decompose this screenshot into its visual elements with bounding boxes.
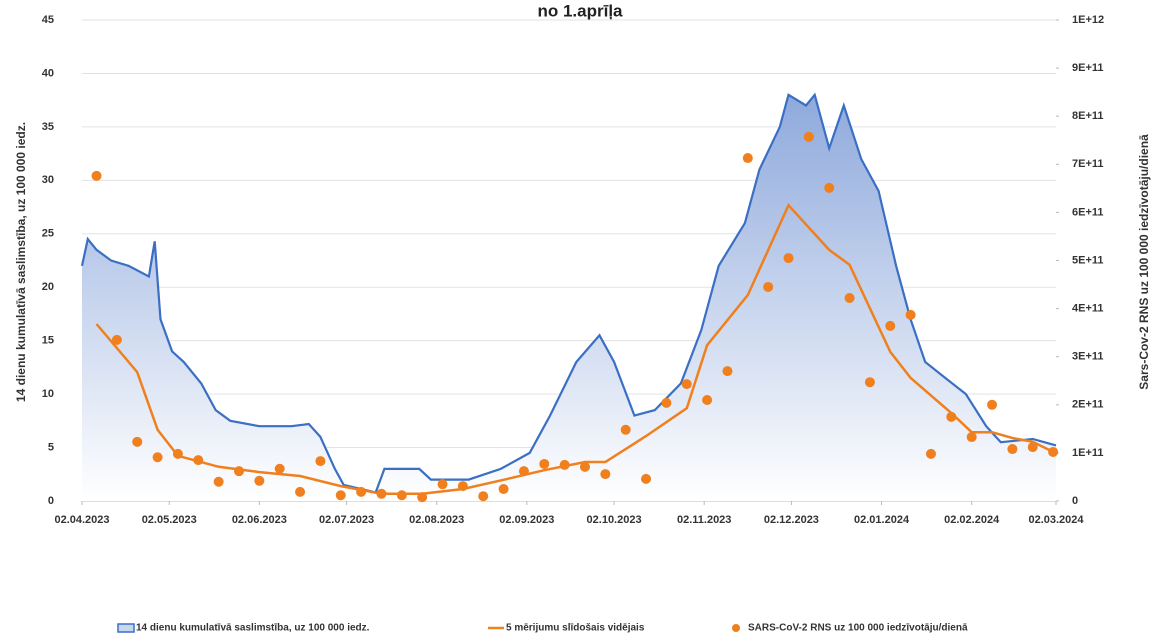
point (478, 491, 489, 502)
point (152, 452, 163, 463)
y-tick-label: 40 (42, 67, 54, 79)
y-tick-label: 30 (42, 174, 54, 186)
x-tick-label: 02.01.2024 (854, 514, 910, 526)
point (681, 379, 692, 390)
point (763, 281, 774, 292)
point (172, 448, 183, 459)
point (295, 486, 306, 497)
point (905, 309, 916, 320)
y-axis-title: 14 dienu kumulatīvā saslimstība, uz 100 … (14, 122, 28, 402)
x-tick-label: 02.07.2023 (319, 514, 374, 526)
point (498, 483, 509, 494)
point (864, 377, 875, 388)
y2-tick-label: 5E+11 (1072, 254, 1104, 266)
x-tick-label: 02.06.2023 (232, 514, 287, 526)
y2-tick-label: 0 (1072, 495, 1078, 507)
x-tick-label: 02.03.2024 (1028, 514, 1084, 526)
x-tick-label: 02.02.2024 (944, 514, 1000, 526)
legend-text: 5 mērijumu slīdošais vidējais (506, 623, 645, 634)
point (315, 456, 326, 467)
point (132, 436, 143, 447)
point (946, 411, 957, 422)
point (844, 293, 855, 304)
y2-tick-label: 1E+12 (1072, 14, 1104, 26)
y2-tick-label: 9E+11 (1072, 62, 1104, 74)
point (987, 399, 998, 410)
point (193, 455, 204, 466)
point (885, 320, 896, 331)
point (600, 469, 611, 480)
point (966, 432, 977, 443)
point (254, 475, 265, 486)
legend-swatch (117, 623, 135, 633)
y2-tick-label: 8E+11 (1072, 110, 1104, 122)
y-tick-label: 45 (42, 14, 54, 26)
x-tick-label: 02.08.2023 (409, 514, 464, 526)
y2-tick-label: 4E+11 (1072, 303, 1104, 315)
x-tick-label: 02.05.2023 (142, 514, 197, 526)
point (702, 394, 713, 405)
point (274, 463, 285, 474)
area (82, 94, 1056, 502)
point (376, 488, 387, 499)
area-outline (80, 92, 1057, 494)
y2-tick-label: 6E+11 (1072, 206, 1104, 218)
point (356, 486, 367, 497)
y2-tick-label: 7E+11 (1072, 158, 1104, 170)
chart-title: no 1.aprīļa (537, 1, 623, 20)
y2-tick-label: 3E+11 (1072, 351, 1104, 363)
x-tick-label: 02.11.2023 (677, 514, 731, 526)
point (111, 334, 122, 345)
y2-tick-label: 2E+11 (1072, 399, 1104, 411)
point (234, 466, 245, 477)
y-tick-label: 0 (48, 495, 54, 507)
point (620, 424, 631, 435)
point (661, 397, 672, 408)
point (1007, 444, 1018, 455)
x-tick-label: 02.04.2023 (54, 514, 109, 526)
y-tick-label: 35 (42, 121, 54, 133)
point (335, 490, 346, 501)
point (457, 481, 468, 492)
point (539, 458, 550, 469)
y-tick-label: 25 (42, 228, 54, 240)
point (925, 448, 936, 459)
y2-tick-label: 1E+11 (1072, 447, 1104, 459)
point (213, 476, 224, 487)
point (722, 366, 733, 377)
legend-text: SARS-CoV-2 RNS uz 100 000 iedzīvotāju/di… (748, 623, 968, 634)
point (803, 131, 814, 142)
point (396, 490, 407, 501)
legend-text: 14 dienu kumulatīvā saslimstība, uz 100 … (136, 623, 370, 634)
x-tick-label: 02.12.2023 (764, 514, 819, 526)
point (518, 466, 529, 477)
point (824, 182, 835, 193)
point (417, 492, 428, 503)
point (437, 479, 448, 490)
point (1048, 446, 1059, 457)
y-tick-label: 10 (42, 388, 54, 400)
point (742, 153, 753, 164)
y2-axis-title: Sars-Cov-2 RNS uz 100 000 iedzīvotāju/di… (1137, 134, 1151, 390)
point (783, 253, 794, 264)
y-tick-label: 20 (42, 281, 54, 293)
point (91, 170, 102, 181)
x-tick-label: 02.10.2023 (587, 514, 642, 526)
point (1027, 442, 1038, 453)
y-tick-label: 5 (48, 441, 54, 453)
point (641, 473, 652, 484)
y-tick-label: 15 (42, 335, 54, 347)
point (559, 459, 570, 470)
point (579, 461, 590, 472)
legend-swatch (732, 624, 740, 632)
x-tick-label: 02.09.2023 (499, 514, 554, 526)
